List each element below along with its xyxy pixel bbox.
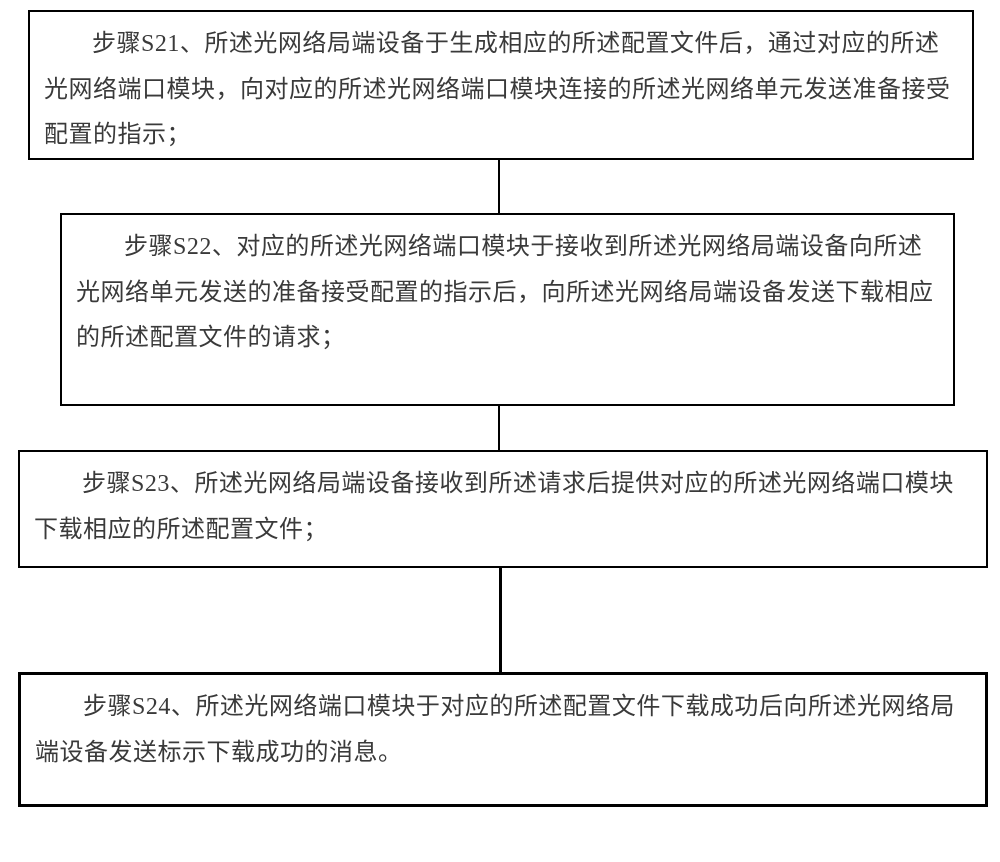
- flowchart-step-s21: 步骤S21、所述光网络局端设备于生成相应的所述配置文件后，通过对应的所述光网络端…: [28, 10, 974, 160]
- flowchart-edge-s22-s23: [498, 406, 500, 450]
- flowchart-edge-s21-s22: [498, 160, 500, 213]
- flowchart-step-s23: 步骤S23、所述光网络局端设备接收到所述请求后提供对应的所述光网络端口模块下载相…: [18, 450, 988, 568]
- flowchart-step-s24: 步骤S24、所述光网络端口模块于对应的所述配置文件下载成功后向所述光网络局端设备…: [18, 672, 988, 807]
- flowchart-edge-s23-s24: [499, 568, 502, 672]
- flowchart-canvas: 步骤S21、所述光网络局端设备于生成相应的所述配置文件后，通过对应的所述光网络端…: [0, 0, 1000, 862]
- flowchart-step-s22: 步骤S22、对应的所述光网络端口模块于接收到所述光网络局端设备向所述光网络单元发…: [60, 213, 955, 406]
